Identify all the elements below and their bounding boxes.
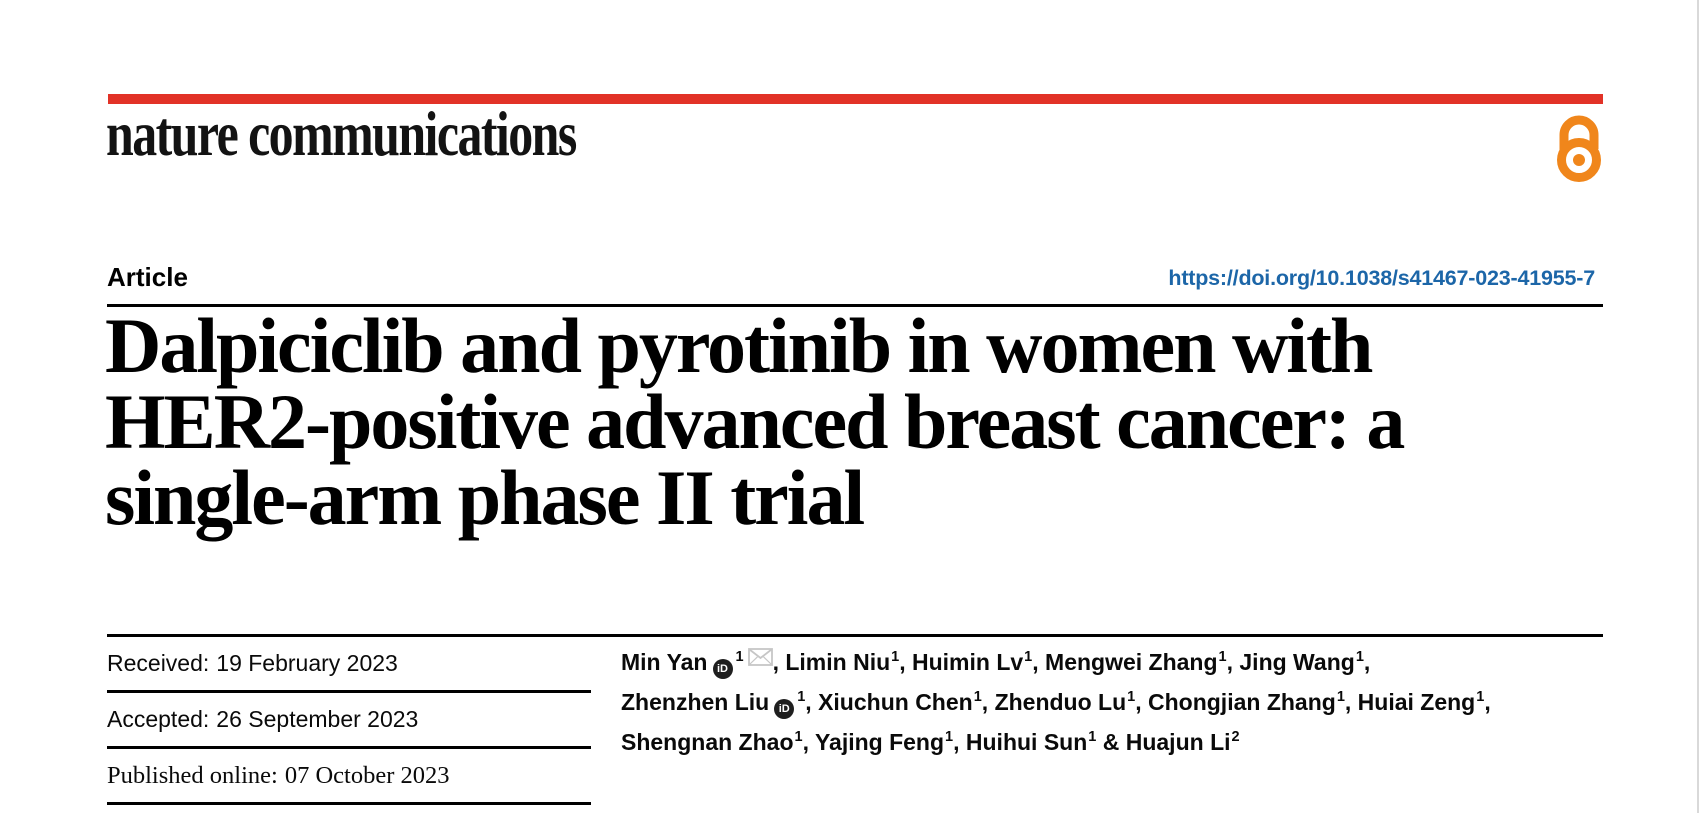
published-value: 07 October 2023 bbox=[284, 761, 450, 789]
meta-top-divider bbox=[107, 634, 1603, 637]
author-separator: , bbox=[1032, 649, 1046, 675]
accepted-label: Accepted: bbox=[107, 706, 210, 732]
author-name: Huihui Sun bbox=[965, 729, 1088, 755]
author-name: Chongjian Zhang bbox=[1148, 689, 1336, 715]
author-affiliation-sup: 1 bbox=[735, 649, 744, 665]
orcid-icon[interactable]: iD bbox=[712, 659, 733, 679]
received-value: 19 February 2023 bbox=[216, 650, 398, 676]
author-affiliation-sup: 1 bbox=[1088, 729, 1097, 745]
author-name: Huiai Zeng bbox=[1357, 689, 1476, 715]
author-name: Limin Niu bbox=[785, 649, 891, 675]
published-label: Published online: bbox=[107, 761, 278, 789]
author-affiliation-sup: 1 bbox=[945, 729, 954, 745]
published-date-row: Published online: 07 October 2023 bbox=[107, 749, 591, 805]
author-separator: , bbox=[1484, 689, 1491, 715]
author-affiliation-sup: 1 bbox=[1336, 689, 1345, 705]
author-separator: , bbox=[805, 689, 819, 715]
author-affiliation-sup: 1 bbox=[1218, 649, 1227, 665]
author-name: Jing Wang bbox=[1239, 649, 1355, 675]
author-affiliation-sup: 1 bbox=[1476, 689, 1485, 705]
author-name: Min Yan bbox=[621, 649, 708, 675]
author-list: Min Yan iD1, Limin Niu1, Huimin Lv1, Meng… bbox=[621, 644, 1621, 764]
article-title: Dalpiciclib and pyrotinib in women with … bbox=[105, 302, 1405, 541]
orcid-icon[interactable]: iD bbox=[774, 699, 795, 719]
author-name: Zhenzhen Liu bbox=[621, 689, 770, 715]
author-separator: , bbox=[899, 649, 912, 675]
author-separator: , bbox=[981, 689, 995, 715]
author-separator: & bbox=[1096, 729, 1126, 755]
received-date-row: Received: 19 February 2023 bbox=[107, 637, 591, 693]
dates-panel: Received: 19 February 2023 Accepted: 26 … bbox=[107, 637, 591, 805]
accepted-date-row: Accepted: 26 September 2023 bbox=[107, 693, 591, 749]
brand-red-bar bbox=[108, 94, 1603, 104]
open-access-icon bbox=[1555, 108, 1603, 184]
journal-logo: nature communications bbox=[106, 98, 577, 169]
author-name: Huimin Lv bbox=[912, 649, 1024, 675]
author-separator: , bbox=[1363, 649, 1371, 675]
doi-link[interactable]: https://doi.org/10.1038/s41467-023-41955… bbox=[1168, 266, 1595, 290]
page-edge-line bbox=[1697, 0, 1699, 813]
author-affiliation-sup: 1 bbox=[1024, 649, 1033, 665]
header-divider bbox=[107, 304, 1603, 307]
author-affiliation-sup: 1 bbox=[794, 729, 803, 745]
author-line: Shengnan Zhao1, Yajing Feng1, Huihui Sun… bbox=[621, 724, 1621, 764]
author-line: Min Yan iD1, Limin Niu1, Huimin Lv1, Meng… bbox=[621, 644, 1621, 684]
author-name: Xiuchun Chen bbox=[818, 689, 973, 715]
author-affiliation-sup: 1 bbox=[891, 649, 900, 665]
title-line-1: Dalpiciclib and pyrotinib in women with bbox=[105, 302, 1373, 389]
author-separator: , bbox=[1226, 649, 1240, 675]
author-separator: , bbox=[772, 649, 786, 675]
author-affiliation-sup: 1 bbox=[1355, 649, 1364, 665]
author-name: Mengwei Zhang bbox=[1045, 649, 1218, 675]
author-affiliation-sup: 2 bbox=[1231, 729, 1240, 745]
title-line-3: single-arm phase II trial bbox=[105, 454, 865, 541]
author-affiliation-sup: 1 bbox=[973, 689, 982, 705]
author-affiliation-sup: 1 bbox=[797, 689, 806, 705]
received-label: Received: bbox=[107, 650, 210, 676]
author-name: Yajing Feng bbox=[814, 729, 945, 755]
accepted-value: 26 September 2023 bbox=[216, 706, 419, 732]
author-separator: , bbox=[953, 729, 966, 755]
author-separator: , bbox=[802, 729, 815, 755]
author-name: Huajun Li bbox=[1125, 729, 1231, 755]
author-name: Shengnan Zhao bbox=[621, 729, 794, 755]
article-type-label: Article bbox=[107, 262, 188, 292]
envelope-icon[interactable] bbox=[747, 640, 773, 676]
title-line-2: HER2-positive advanced breast cancer: a bbox=[105, 378, 1405, 465]
author-affiliation-sup: 1 bbox=[1127, 689, 1136, 705]
author-line: Zhenzhen Liu iD1, Xiuchun Chen1, Zhenduo … bbox=[621, 684, 1621, 724]
author-separator: , bbox=[1135, 689, 1148, 715]
author-separator: , bbox=[1344, 689, 1358, 715]
author-name: Zhenduo Lu bbox=[994, 689, 1127, 715]
